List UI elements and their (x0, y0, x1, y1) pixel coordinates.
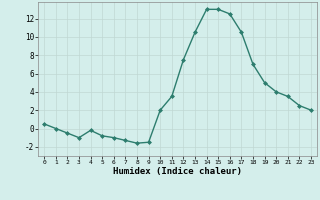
X-axis label: Humidex (Indice chaleur): Humidex (Indice chaleur) (113, 167, 242, 176)
